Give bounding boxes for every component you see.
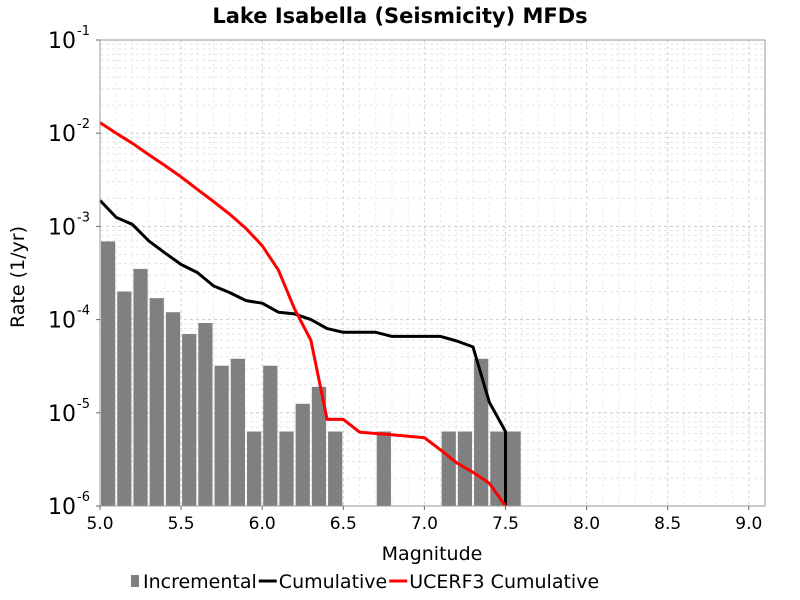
incremental-bar	[311, 386, 327, 506]
incremental-bar	[230, 358, 245, 506]
x-tick-label: 9.0	[735, 514, 762, 534]
legend-label: Incremental	[143, 571, 257, 593]
incremental-bar	[198, 322, 213, 506]
incremental-bar	[117, 291, 132, 506]
incremental-bar	[101, 241, 116, 507]
x-tick-label: 7.0	[411, 514, 438, 534]
x-axis-ticks: 5.0 5.5 6.0 6.5 7.0 7.5 8.0 8.5 9.0	[86, 506, 762, 534]
incremental-bar	[246, 431, 262, 506]
y-tick-label: 10	[48, 402, 76, 427]
x-tick-label: 8.0	[573, 514, 600, 534]
incremental-bar	[133, 268, 148, 506]
x-tick-label: 6.5	[330, 514, 357, 534]
y-tick-exponent: -6	[77, 490, 90, 505]
chart-legend: Incremental Cumulative UCERF3 Cumulative	[131, 571, 599, 593]
ucerf3-cumulative-line	[99, 121, 507, 507]
chart-title: Lake Isabella (Seismicity) MFDs	[212, 4, 587, 28]
incremental-bars	[101, 241, 521, 507]
legend-label: Cumulative	[279, 571, 387, 593]
y-tick-exponent: -2	[77, 117, 90, 132]
incremental-bar	[376, 431, 391, 506]
y-tick-label: 10	[48, 29, 76, 54]
incremental-bar	[474, 358, 489, 506]
x-tick-label: 5.5	[168, 514, 195, 534]
y-axis-label: Rate (1/yr)	[7, 226, 29, 328]
x-axis-label: Magnitude	[382, 543, 483, 565]
incremental-bar	[214, 365, 229, 506]
cumulative-lines	[98, 121, 507, 507]
plot-area	[99, 39, 766, 507]
y-tick-exponent: -5	[77, 397, 90, 412]
y-tick-label: 10	[48, 215, 76, 240]
incremental-bar	[441, 431, 456, 506]
incremental-bar	[328, 431, 343, 506]
legend-swatch-incremental	[131, 575, 139, 587]
y-axis-ticks: 10-610-510-410-310-210-1	[48, 24, 100, 520]
y-tick-exponent: -3	[77, 210, 90, 225]
x-tick-label: 8.5	[654, 514, 681, 534]
y-tick-label: 10	[48, 309, 76, 334]
incremental-bar	[295, 403, 310, 506]
x-tick-label: 5.0	[86, 514, 113, 534]
x-tick-label: 6.0	[249, 514, 276, 534]
incremental-bar	[506, 431, 521, 506]
y-tick-exponent: -4	[77, 304, 90, 319]
y-tick-label: 10	[48, 495, 76, 520]
incremental-bar	[149, 298, 164, 506]
incremental-bar	[279, 431, 294, 506]
incremental-bar	[165, 312, 181, 506]
cumulative-line	[98, 199, 507, 506]
incremental-bar	[182, 334, 197, 506]
x-tick-label: 7.5	[492, 514, 519, 534]
y-tick-exponent: -1	[77, 24, 90, 39]
incremental-bar	[263, 365, 278, 506]
legend-label: UCERF3 Cumulative	[409, 571, 599, 593]
y-tick-label: 10	[48, 122, 76, 147]
